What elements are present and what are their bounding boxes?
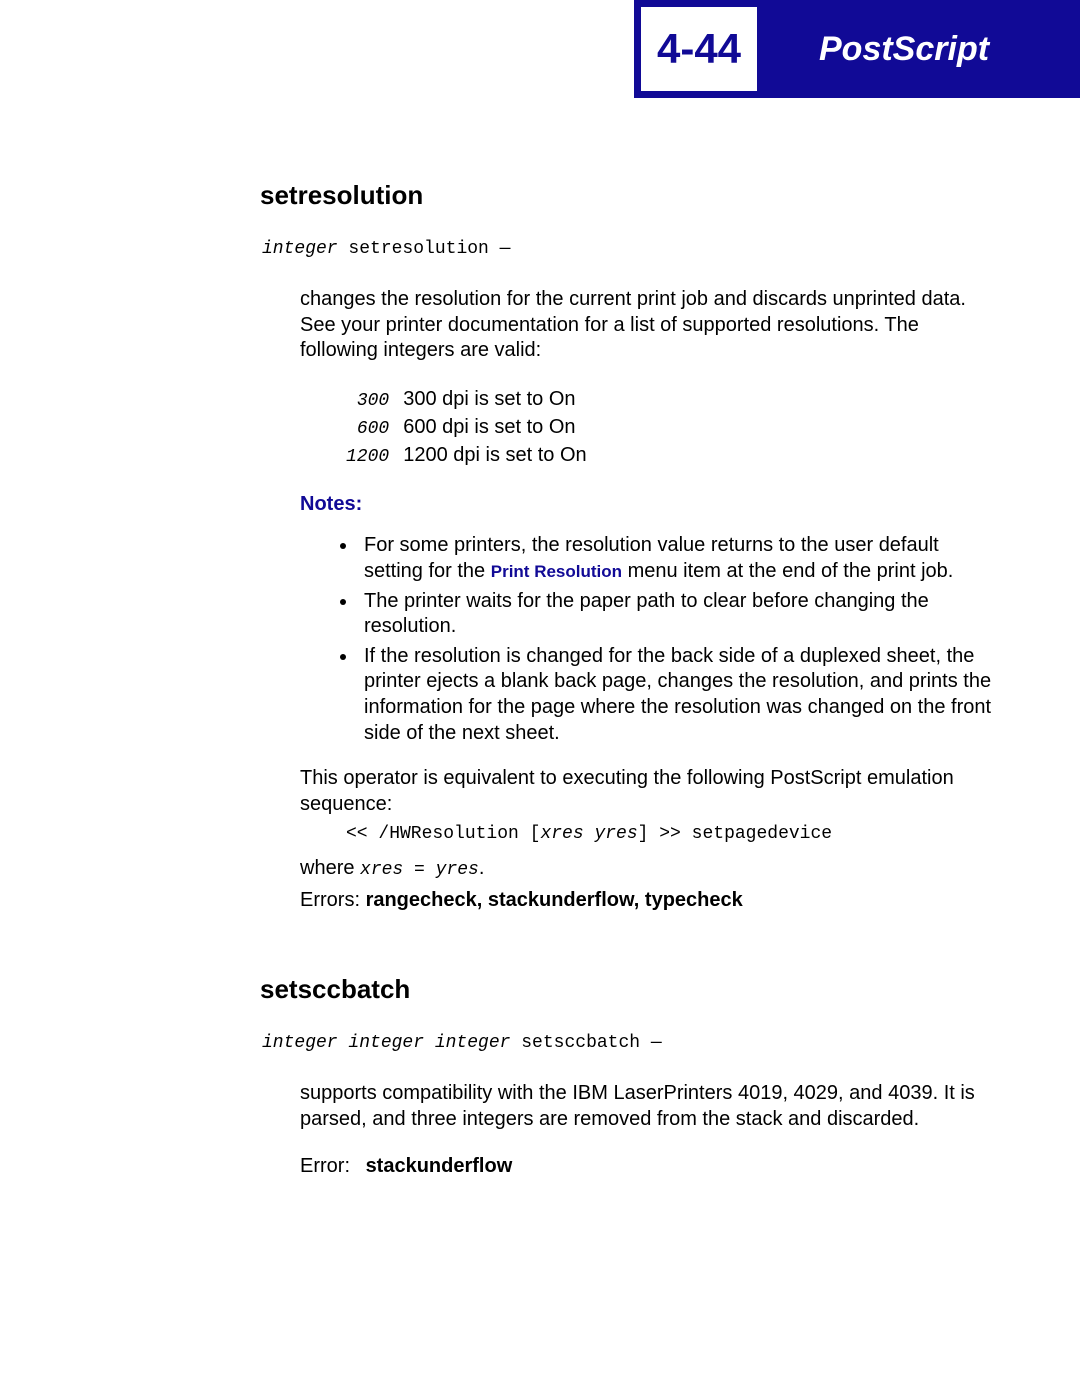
error-label: Error: xyxy=(300,1155,350,1177)
where-mono: xres = yres xyxy=(360,860,479,880)
operator-heading-setsccbatch: setsccbatch xyxy=(260,974,1000,1005)
operator-heading-setresolution: setresolution xyxy=(260,180,1000,211)
menu-item-print-resolution: Print Resolution xyxy=(491,562,622,581)
equivalence-paragraph: This operator is equivalent to executing… xyxy=(300,766,1000,817)
page-header: 4-44 PostScript xyxy=(634,0,1080,98)
desc-paragraph: supports compatibility with the IBM Lase… xyxy=(300,1081,1000,1132)
list-item: The printer waits for the paper path to … xyxy=(358,589,1000,640)
signature-setsccbatch: integer integer integer setsccbatch — xyxy=(262,1033,1000,1053)
notes-heading: Notes: xyxy=(300,492,1000,518)
list-item: For some printers, the resolution value … xyxy=(358,533,1000,584)
table-row: 1200 1200 dpi is set to On xyxy=(346,442,601,470)
signature-op: setresolution — xyxy=(338,239,511,259)
error-line: Error: stackunderflow xyxy=(300,1154,1000,1180)
error-values: stackunderflow xyxy=(366,1155,513,1177)
list-item: If the resolution is changed for the bac… xyxy=(358,644,1000,746)
signature-arg: integer integer integer xyxy=(262,1033,510,1053)
errors-line: Errors: rangecheck, stackunderflow, type… xyxy=(300,888,1000,914)
signature-setresolution: integer setresolution — xyxy=(262,239,1000,259)
intro-paragraph: changes the resolution for the current p… xyxy=(300,287,1000,364)
where-line: where xres = yres. xyxy=(300,856,1000,882)
notes-list: For some printers, the resolution value … xyxy=(300,533,1000,746)
page-number: 4-44 xyxy=(657,25,741,73)
dpi-desc: 1200 dpi is set to On xyxy=(403,442,600,470)
dpi-desc: 600 dpi is set to On xyxy=(403,414,600,442)
body-setsccbatch: supports compatibility with the IBM Lase… xyxy=(300,1081,1000,1180)
body-setresolution: changes the resolution for the current p… xyxy=(300,287,1000,914)
dpi-value: 300 xyxy=(346,386,403,414)
note-text: menu item at the end of the print job. xyxy=(622,560,953,582)
dpi-table: 300 300 dpi is set to On 600 600 dpi is … xyxy=(346,386,601,470)
signature-op: setsccbatch — xyxy=(510,1033,661,1053)
header-title: PostScript xyxy=(819,30,989,69)
table-row: 300 300 dpi is set to On xyxy=(346,386,601,414)
code-variable: xres yres xyxy=(540,824,637,844)
page-number-box: 4-44 xyxy=(634,0,764,98)
section-setsccbatch: setsccbatch integer integer integer sets… xyxy=(260,974,1000,1180)
dpi-value: 1200 xyxy=(346,442,403,470)
page: 4-44 PostScript setresolution integer se… xyxy=(0,0,1080,1397)
signature-arg: integer xyxy=(262,239,338,259)
where-text: where xyxy=(300,857,360,879)
code-text: ] >> setpagedevice xyxy=(638,824,832,844)
errors-values: rangecheck, stackunderflow, typecheck xyxy=(366,889,743,911)
where-text: . xyxy=(479,857,485,879)
code-text: << /HWResolution [ xyxy=(346,824,540,844)
code-snippet: << /HWResolution [xres yres] >> setpaged… xyxy=(346,823,1000,846)
dpi-value: 600 xyxy=(346,414,403,442)
errors-label: Errors: xyxy=(300,889,366,911)
dpi-desc: 300 dpi is set to On xyxy=(403,386,600,414)
table-row: 600 600 dpi is set to On xyxy=(346,414,601,442)
content: setresolution integer setresolution — ch… xyxy=(260,180,1000,1200)
